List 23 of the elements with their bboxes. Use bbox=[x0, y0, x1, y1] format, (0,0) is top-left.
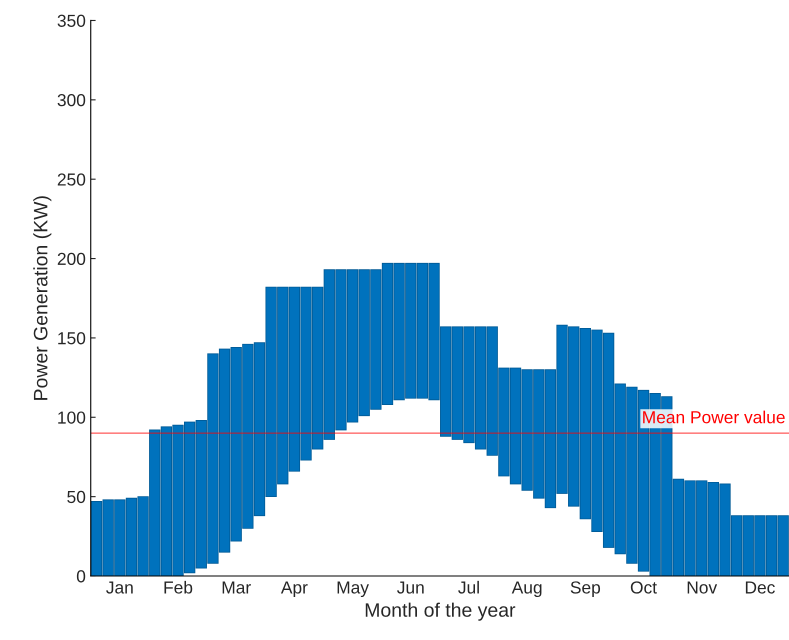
x-tick-label: Jun bbox=[397, 582, 424, 594]
x-tick-label: Feb bbox=[164, 580, 192, 594]
y-tick-label: 250 bbox=[58, 173, 86, 186]
x-tick-label: Aug bbox=[512, 582, 542, 598]
x-tick-label: Dec bbox=[746, 582, 775, 594]
y-tick-label: 350 bbox=[58, 14, 86, 27]
x-tick-label: Mar bbox=[222, 582, 251, 594]
y-tick-label: 100 bbox=[58, 411, 86, 424]
x-tick-label: Apr bbox=[280, 582, 308, 598]
x-axis-title: Month of the year bbox=[366, 602, 516, 621]
x-tick-label: Jan bbox=[106, 582, 133, 594]
y-tick-label: 300 bbox=[58, 94, 86, 106]
ref-line-label: Mean Power value bbox=[643, 410, 785, 424]
x-tick-label: Oct bbox=[630, 581, 657, 594]
y-tick-label: 200 bbox=[58, 252, 86, 266]
y-tick-label: 50 bbox=[67, 490, 86, 504]
x-tick-label: Nov bbox=[688, 582, 718, 594]
y-axis-title: Power Generation (KW) bbox=[33, 196, 52, 400]
y-tick-label: 0 bbox=[76, 570, 86, 582]
x-tick-label: Jul bbox=[458, 580, 479, 594]
x-tick-label: May bbox=[338, 582, 369, 598]
y-tick-label: 150 bbox=[58, 332, 86, 344]
x-tick-label: Sep bbox=[570, 581, 600, 598]
